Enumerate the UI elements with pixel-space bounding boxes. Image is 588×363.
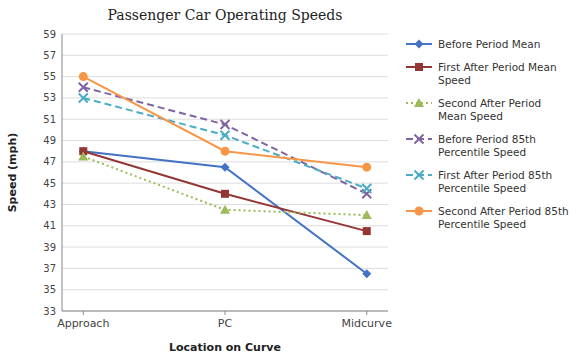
marker bbox=[363, 227, 371, 235]
marker bbox=[362, 210, 372, 219]
legend-marker bbox=[415, 171, 424, 180]
series bbox=[79, 72, 371, 172]
legend-marker bbox=[415, 207, 424, 216]
y-tick-label: 55 bbox=[43, 71, 56, 82]
y-tick-label: 37 bbox=[43, 263, 56, 274]
grid-line bbox=[62, 140, 388, 141]
marker bbox=[79, 93, 88, 102]
marker bbox=[220, 205, 230, 214]
series bbox=[79, 147, 370, 235]
series bbox=[79, 93, 371, 193]
grid-line bbox=[62, 119, 388, 120]
title: Passenger Car Operating Speeds bbox=[108, 7, 343, 23]
y-tick-label: 51 bbox=[43, 114, 56, 125]
marker bbox=[79, 83, 88, 92]
grid-line bbox=[62, 183, 388, 184]
marker bbox=[362, 184, 371, 193]
x-tick-label: PC bbox=[218, 317, 233, 330]
grid-line bbox=[62, 247, 388, 248]
legend-marker bbox=[414, 98, 424, 107]
y-tick-label: 47 bbox=[43, 156, 56, 167]
legend-label-line: Speed bbox=[438, 74, 471, 86]
legend-label-line: Second After Period bbox=[438, 97, 541, 109]
y-axis: 33 35 37 39 41 43 45 47 49 51 53 55 57 59 bbox=[43, 29, 388, 317]
y-axis-label: Speed (mph) bbox=[6, 133, 19, 213]
legend-label: Before Period Mean bbox=[438, 38, 540, 50]
line bbox=[83, 98, 366, 189]
legend-label-line: First After Period 85th bbox=[438, 169, 552, 181]
legend-label: Before Period 85thPercentile Speed bbox=[438, 133, 536, 158]
marker bbox=[221, 190, 229, 198]
series bbox=[79, 83, 371, 199]
legend-label-line: Percentile Speed bbox=[438, 146, 526, 158]
line bbox=[83, 157, 366, 216]
marker bbox=[362, 163, 371, 172]
y-tick-label: 45 bbox=[43, 178, 56, 189]
grid-line bbox=[62, 97, 388, 98]
grid-line bbox=[62, 161, 388, 162]
y-tick-label: 53 bbox=[43, 92, 56, 103]
y-tick-label: 41 bbox=[43, 220, 56, 231]
legend-label-line: Mean Speed bbox=[438, 110, 503, 122]
x-axis-label: Location on Curve bbox=[169, 341, 281, 354]
legend-marker bbox=[415, 135, 424, 144]
legend-label: Second After PeriodMean Speed bbox=[438, 97, 541, 122]
legend-label-line: Percentile Speed bbox=[438, 218, 526, 230]
line bbox=[83, 77, 366, 168]
series bbox=[78, 152, 371, 220]
x-tick-label: Approach bbox=[57, 317, 109, 330]
y-tick-label: 57 bbox=[43, 50, 56, 61]
grid-line bbox=[62, 225, 388, 226]
legend-label-line: Percentile Speed bbox=[438, 182, 526, 194]
series bbox=[79, 147, 371, 279]
y-tick-label: 35 bbox=[43, 284, 56, 295]
legend: Before Period Mean First After Period Mea… bbox=[406, 38, 569, 230]
legend-marker bbox=[415, 63, 423, 71]
chart: Passenger Car Operating Speeds 33 35 37 39 41… bbox=[0, 0, 588, 363]
y-tick-label: 39 bbox=[43, 242, 56, 253]
x-tick bbox=[366, 311, 367, 315]
marker bbox=[79, 72, 88, 81]
legend-label: First After Period MeanSpeed bbox=[438, 61, 557, 86]
plot-area bbox=[78, 72, 371, 278]
x-axis: Approach PC Midcurve bbox=[57, 311, 392, 330]
y-tick-label: 59 bbox=[43, 29, 56, 40]
marker bbox=[221, 163, 230, 172]
legend-label: Second After Period 85thPercentile Speed bbox=[438, 205, 569, 230]
marker bbox=[78, 152, 88, 161]
legend-label-line: Second After Period 85th bbox=[438, 205, 569, 217]
legend-label-line: Before Period 85th bbox=[438, 133, 536, 145]
grid-line bbox=[62, 55, 388, 56]
marker bbox=[221, 131, 230, 140]
legend-marker bbox=[415, 40, 424, 49]
legend-label-line: First After Period Mean bbox=[438, 61, 557, 73]
legend-label-line: Before Period Mean bbox=[438, 38, 540, 50]
line bbox=[83, 87, 366, 194]
y-axis-line bbox=[62, 34, 63, 311]
marker bbox=[362, 269, 371, 278]
marker bbox=[221, 147, 230, 156]
marker bbox=[221, 120, 230, 129]
grid-line bbox=[62, 289, 388, 290]
y-tick-label: 43 bbox=[43, 199, 56, 210]
legend-label: First After Period 85thPercentile Speed bbox=[438, 169, 552, 194]
x-tick-label: Midcurve bbox=[342, 317, 393, 330]
line bbox=[83, 151, 366, 274]
x-tick bbox=[83, 311, 84, 315]
grid-line bbox=[62, 34, 388, 35]
y-tick-label: 49 bbox=[43, 135, 56, 146]
grid-line bbox=[62, 268, 388, 269]
x-tick bbox=[225, 311, 226, 315]
grid-line bbox=[62, 76, 388, 77]
y-tick-label: 33 bbox=[43, 306, 56, 317]
